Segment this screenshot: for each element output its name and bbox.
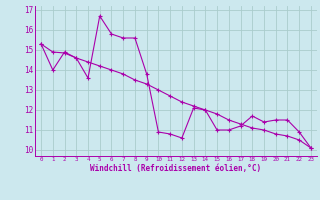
X-axis label: Windchill (Refroidissement éolien,°C): Windchill (Refroidissement éolien,°C)	[91, 164, 261, 173]
